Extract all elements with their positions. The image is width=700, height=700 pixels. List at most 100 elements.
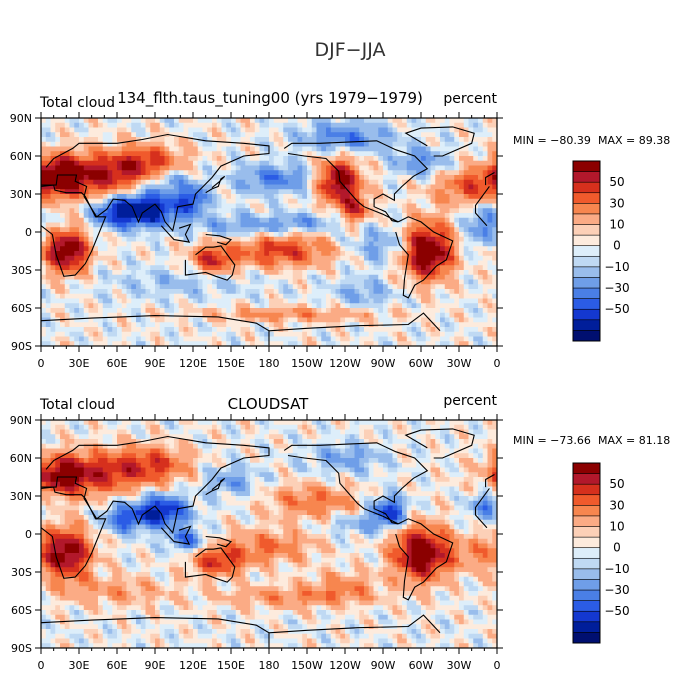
field-cell bbox=[278, 341, 284, 347]
field-cell bbox=[273, 217, 279, 223]
field-cell bbox=[131, 222, 137, 228]
field-cell bbox=[250, 327, 256, 333]
field-cell bbox=[311, 293, 317, 299]
field-cell bbox=[402, 327, 408, 333]
field-cell bbox=[121, 327, 127, 333]
field-cell bbox=[292, 246, 298, 252]
field-cell bbox=[45, 312, 51, 318]
field-cell bbox=[240, 255, 246, 261]
field-cell bbox=[273, 184, 279, 190]
field-cell bbox=[435, 327, 441, 333]
field-cell bbox=[273, 260, 279, 266]
field-cell bbox=[335, 312, 341, 318]
field-cell bbox=[178, 208, 184, 214]
field-cell bbox=[368, 146, 374, 152]
field-cell bbox=[250, 298, 256, 304]
field-cell bbox=[93, 317, 99, 323]
field-cell bbox=[311, 284, 317, 290]
panel-bottom-units: percent bbox=[443, 393, 497, 409]
field-cell bbox=[326, 251, 332, 257]
field-cell bbox=[102, 241, 108, 247]
field-cell bbox=[387, 341, 393, 347]
field-cell bbox=[212, 156, 218, 162]
field-cell bbox=[131, 429, 137, 435]
field-cell bbox=[121, 308, 127, 314]
field-cell bbox=[292, 189, 298, 195]
field-cell bbox=[136, 270, 142, 276]
field-cell bbox=[368, 420, 374, 426]
field-cell bbox=[88, 293, 94, 299]
field-cell bbox=[340, 160, 346, 166]
field-cell bbox=[378, 146, 384, 152]
field-cell bbox=[216, 227, 222, 233]
field-cell bbox=[444, 308, 450, 314]
field-cell bbox=[83, 317, 89, 323]
field-cell bbox=[221, 279, 227, 285]
field-cell bbox=[326, 198, 332, 204]
field-cell bbox=[421, 284, 427, 290]
field-cell bbox=[164, 127, 170, 133]
field-cell bbox=[159, 246, 165, 252]
field-cell bbox=[69, 331, 75, 337]
field-cell bbox=[50, 179, 56, 185]
field-cell bbox=[387, 189, 393, 195]
field-cell bbox=[93, 160, 99, 166]
field-cell bbox=[93, 265, 99, 271]
field-cell bbox=[373, 132, 379, 138]
field-cell bbox=[311, 331, 317, 337]
field-cell bbox=[41, 184, 47, 190]
field-cell bbox=[269, 127, 275, 133]
field-cell bbox=[254, 222, 260, 228]
field-cell bbox=[117, 146, 123, 152]
field-cell bbox=[226, 284, 232, 290]
field-cell bbox=[254, 279, 260, 285]
field-cell bbox=[193, 424, 199, 430]
field-cell bbox=[169, 270, 175, 276]
field-cell bbox=[326, 322, 332, 328]
field-cell bbox=[473, 156, 479, 162]
field-cell bbox=[126, 317, 132, 323]
field-cell bbox=[316, 194, 322, 200]
field-cell bbox=[425, 165, 431, 171]
field-cell bbox=[79, 118, 85, 124]
field-cell bbox=[235, 179, 241, 185]
field-cell bbox=[297, 327, 303, 333]
field-cell bbox=[416, 260, 422, 266]
field-cell bbox=[102, 341, 108, 347]
field-cell bbox=[178, 194, 184, 200]
field-cell bbox=[74, 274, 80, 280]
field-cell bbox=[93, 179, 99, 185]
field-cell bbox=[359, 274, 365, 280]
field-cell bbox=[145, 151, 151, 157]
field-cell bbox=[121, 336, 127, 342]
field-cell bbox=[235, 303, 241, 309]
field-cell bbox=[164, 293, 170, 299]
field-cell bbox=[169, 251, 175, 257]
field-cell bbox=[254, 341, 260, 347]
field-cell bbox=[449, 251, 455, 257]
field-cell bbox=[117, 189, 123, 195]
field-cell bbox=[45, 236, 51, 242]
field-cell bbox=[283, 118, 289, 124]
field-cell bbox=[421, 312, 427, 318]
field-cell bbox=[178, 198, 184, 204]
field-cell bbox=[307, 236, 313, 242]
field-cell bbox=[478, 208, 484, 214]
field-cell bbox=[216, 289, 222, 295]
field-cell bbox=[383, 232, 389, 238]
field-cell bbox=[449, 213, 455, 219]
field-cell bbox=[107, 151, 113, 157]
field-cell bbox=[93, 175, 99, 181]
field-cell bbox=[55, 312, 61, 318]
field-cell bbox=[468, 213, 474, 219]
field-cell bbox=[235, 170, 241, 176]
field-cell bbox=[378, 156, 384, 162]
field-cell bbox=[449, 279, 455, 285]
field-cell bbox=[430, 213, 436, 219]
field-cell bbox=[468, 175, 474, 181]
field-cell bbox=[273, 156, 279, 162]
field-cell bbox=[444, 198, 450, 204]
field-cell bbox=[245, 341, 251, 347]
field-cell bbox=[292, 141, 298, 147]
field-cell bbox=[136, 322, 142, 328]
